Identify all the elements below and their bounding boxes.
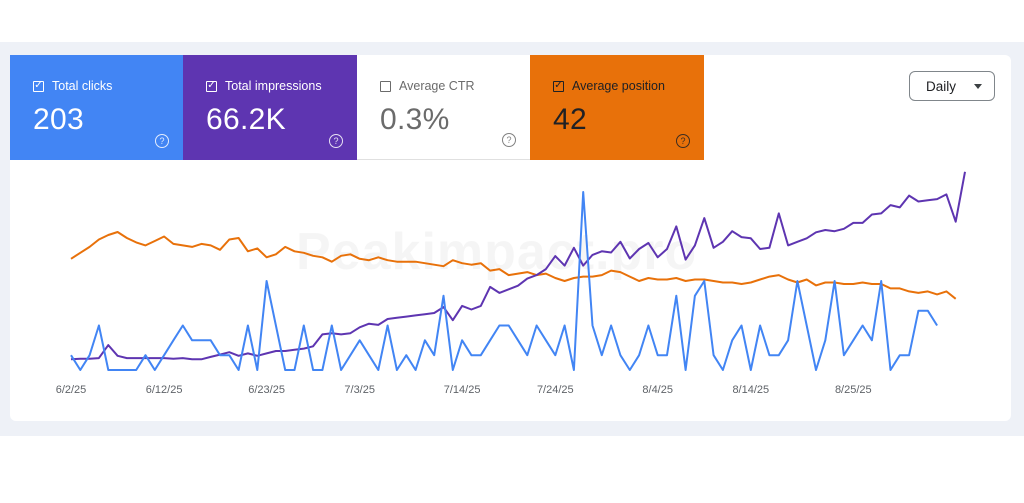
help-circle-icon[interactable]: ? [676, 134, 690, 148]
average-ctr-value: 0.3% [380, 103, 450, 136]
help-circle-icon[interactable]: ? [502, 133, 516, 147]
total-clicks-label: Total clicks [52, 79, 113, 93]
average-ctr-card[interactable]: Average CTR 0.3% ? [357, 55, 530, 160]
period-dropdown[interactable]: Daily [909, 71, 995, 101]
x-tick-label: 6/23/25 [248, 384, 285, 396]
help-circle-icon[interactable]: ? [329, 134, 343, 148]
x-tick-label: 8/25/25 [835, 384, 872, 396]
x-tick-label: 7/3/25 [344, 384, 375, 396]
total-clicks-value: 203 [33, 103, 84, 136]
x-tick-label: 6/2/25 [56, 384, 87, 396]
total-impressions-header: ✓ Total impressions [206, 79, 357, 93]
average-position-value: 42 [553, 103, 587, 136]
total-impressions-label: Total impressions [225, 79, 322, 93]
total-impressions-value: 66.2K [206, 103, 286, 136]
x-tick-label: 6/12/25 [146, 384, 183, 396]
total-impressions-card[interactable]: ✓ Total impressions 66.2K ? [183, 55, 357, 160]
average-position-label: Average position [572, 79, 665, 93]
period-dropdown-value: Daily [926, 78, 957, 94]
caret-down-icon [974, 84, 982, 89]
average-position-card[interactable]: ✓ Average position 42 ? [530, 55, 704, 160]
x-tick-label: 8/14/25 [732, 384, 769, 396]
checkbox-icon[interactable] [380, 80, 391, 92]
x-tick-label: 7/14/25 [444, 384, 481, 396]
checkbox-icon[interactable]: ✓ [553, 80, 564, 92]
checkbox-icon[interactable]: ✓ [33, 80, 44, 92]
total-clicks-header: ✓ Total clicks [33, 79, 183, 93]
x-tick-label: 8/4/25 [642, 384, 673, 396]
average-ctr-header: Average CTR [380, 79, 530, 93]
series-line-average-position [70, 231, 957, 300]
average-position-header: ✓ Average position [553, 79, 704, 93]
help-circle-icon[interactable]: ? [155, 134, 169, 148]
checkbox-icon[interactable]: ✓ [206, 80, 217, 92]
total-clicks-card[interactable]: ✓ Total clicks 203 ? [10, 55, 183, 160]
average-ctr-label: Average CTR [399, 79, 475, 93]
series-line-total-impressions [70, 171, 966, 361]
series-line-total-clicks [70, 191, 938, 371]
x-tick-label: 7/24/25 [537, 384, 574, 396]
